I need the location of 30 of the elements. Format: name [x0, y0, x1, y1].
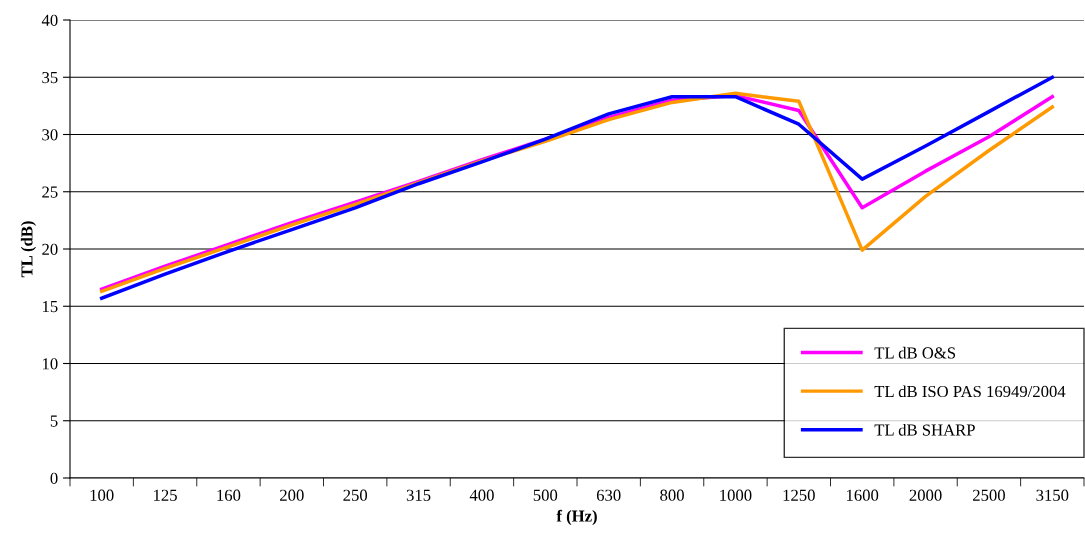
x-tick-label: 2000	[909, 489, 942, 501]
x-tick-label: 3150	[1036, 489, 1069, 501]
x-tick-label: 800	[660, 489, 684, 501]
y-tick-label: 15	[42, 301, 58, 313]
y-axis-title: TL (dB)	[20, 221, 36, 278]
x-tick-label: 100	[90, 489, 114, 501]
x-tick-label: 1250	[783, 489, 815, 501]
x-tick-label: 1600	[846, 489, 879, 501]
x-tick-label: 2500	[973, 489, 1005, 501]
y-tick-label: 20	[42, 243, 58, 255]
x-axis-title: f (Hz)	[556, 509, 597, 526]
x-tick-label: 160	[217, 489, 241, 501]
x-tick-label: 630	[596, 489, 621, 501]
y-tick-label: 0	[50, 472, 58, 484]
legend-label: TL dB SHARP	[874, 423, 975, 436]
y-tick-label: 30	[42, 129, 58, 141]
y-tick-label: 25	[42, 186, 58, 198]
legend-label: TL dB O&S	[874, 346, 956, 359]
y-tick-label: 35	[42, 72, 58, 84]
x-tick-label: 200	[280, 489, 304, 501]
y-tick-label: 10	[42, 358, 58, 370]
x-tick-label: 315	[406, 489, 431, 501]
x-tick-label: 125	[154, 489, 177, 501]
x-tick-label: 400	[469, 489, 494, 501]
x-tick-label: 250	[343, 489, 368, 501]
y-tick-label: 40	[41, 14, 58, 26]
y-tick-label: 5	[50, 415, 58, 427]
x-tick-label: 500	[533, 489, 558, 501]
x-tick-label: 1000	[720, 489, 752, 501]
legend-label: TL dB ISO PAS 16949/2004	[874, 385, 1066, 398]
